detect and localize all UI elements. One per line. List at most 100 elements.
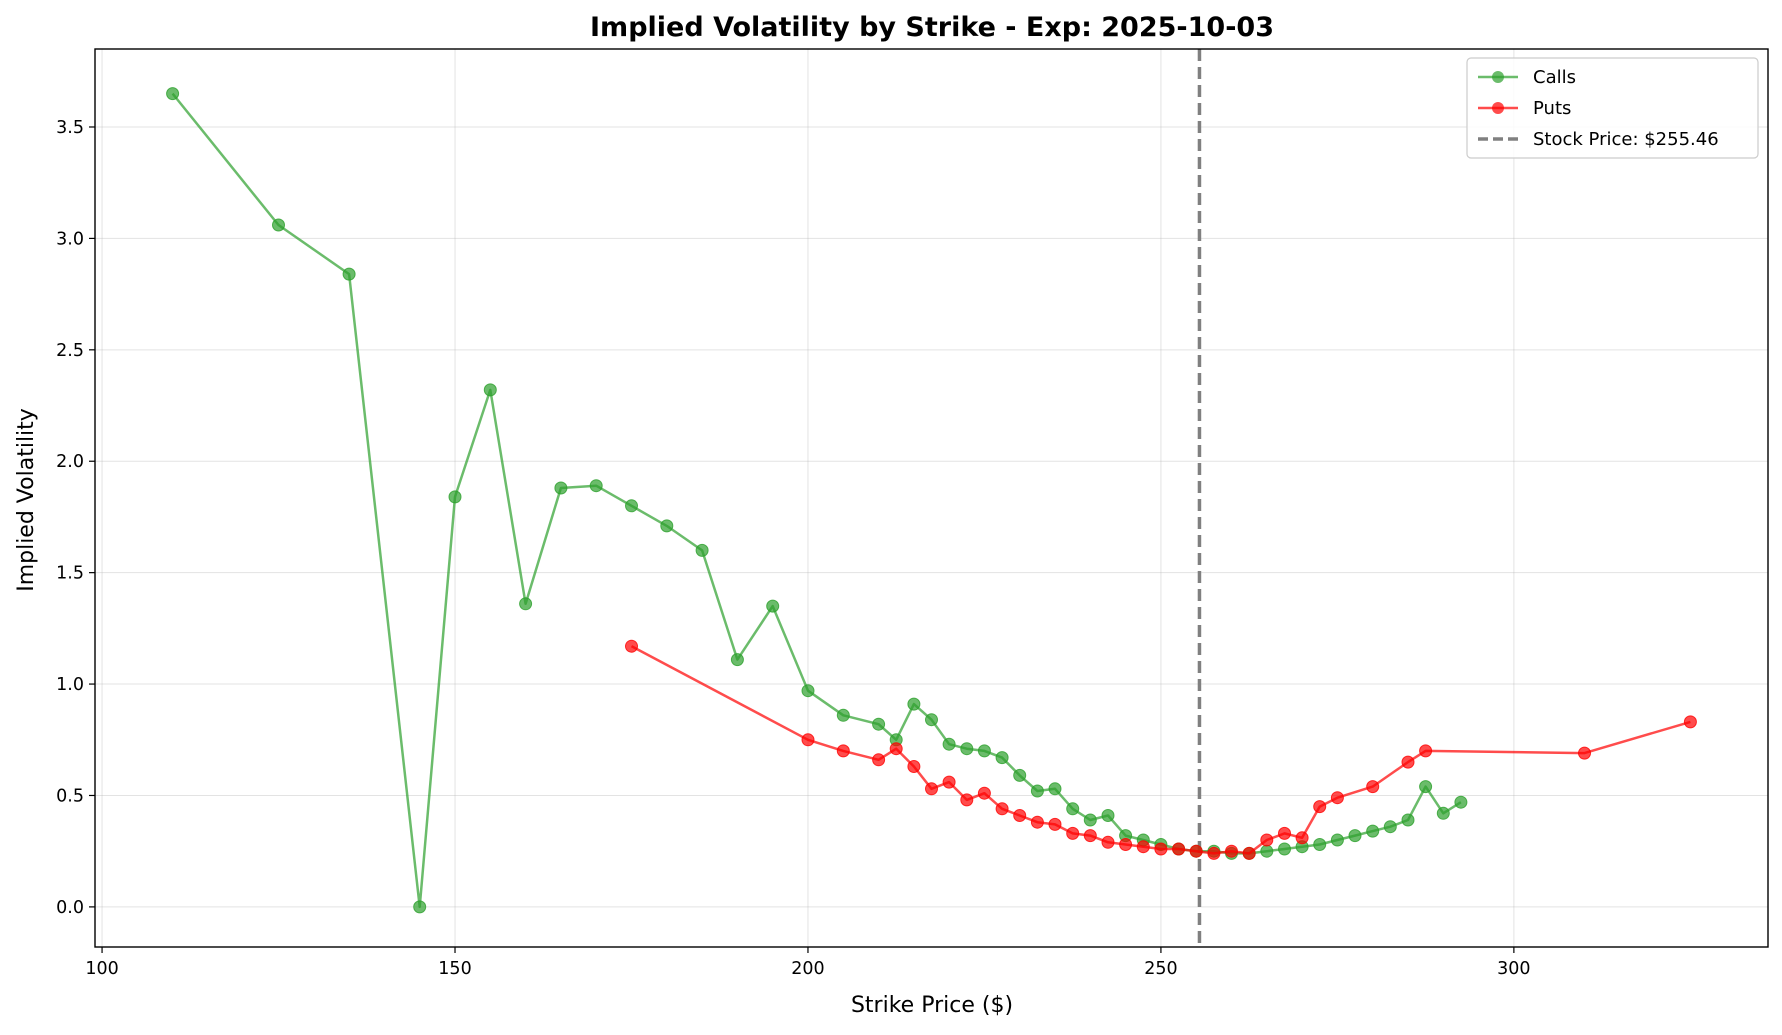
calls-point [1313, 838, 1327, 851]
legend-puts-label: Puts [1533, 98, 1571, 119]
calls-point [695, 543, 709, 557]
calls-point [730, 653, 744, 667]
puts-point [1013, 809, 1027, 822]
puts-point [1119, 838, 1133, 851]
calls-point [907, 697, 921, 711]
puts-point [801, 733, 815, 747]
calls-point [766, 599, 780, 613]
y-tick-label: 0.0 [56, 898, 84, 918]
series-layer [166, 87, 1697, 914]
x-tick-label: 150 [438, 959, 471, 979]
puts-point [1189, 844, 1203, 858]
puts-point [1172, 842, 1186, 856]
puts-point [1136, 840, 1150, 854]
legend-puts-marker [1492, 102, 1504, 114]
x-tick-label: 200 [791, 959, 824, 979]
calls-point [448, 490, 462, 504]
puts-point [907, 760, 921, 773]
legend-calls-marker [1492, 71, 1504, 83]
puts-point [1419, 744, 1433, 758]
calls-point [1260, 844, 1274, 858]
calls-point [977, 744, 991, 758]
y-tick-label: 0.5 [56, 786, 84, 806]
puts-point [942, 775, 956, 789]
puts-point [977, 786, 991, 800]
legend-calls-label: Calls [1533, 67, 1576, 88]
chart-title: Implied Volatility by Strike - Exp: 2025… [590, 12, 1274, 43]
calls-point [1366, 824, 1380, 838]
puts-point [995, 802, 1009, 816]
legend-stock-price-label: Stock Price: $255.46 [1533, 129, 1719, 150]
calls-point [1419, 780, 1433, 794]
puts-point [1260, 833, 1274, 847]
legend-box [1466, 57, 1759, 159]
y-tick-label: 1.5 [56, 564, 84, 584]
calls-point [483, 383, 497, 397]
calls-point [1048, 782, 1062, 796]
grid-layer [95, 49, 1768, 947]
puts-point [1313, 800, 1327, 814]
y-axis-label: Implied Volatility [14, 408, 39, 592]
puts-point [1066, 826, 1080, 840]
tick-layer: 100 150 200 250 300 0.0 0.5 1.0 1.5 2.0 2.5 3.0 3.5 [56, 118, 1530, 979]
puts-point [1225, 844, 1238, 858]
puts-point [925, 782, 938, 796]
puts-point [1401, 755, 1415, 769]
puts-point [1578, 746, 1591, 760]
puts-point [1048, 817, 1062, 831]
calls-point [660, 519, 674, 533]
calls-point [836, 708, 850, 722]
x-axis-label: Strike Price ($) [851, 993, 1013, 1018]
puts-point [836, 744, 850, 758]
calls-point [519, 597, 533, 611]
calls-point [995, 751, 1009, 765]
x-tick-label: 300 [1497, 959, 1530, 979]
puts-point [1154, 842, 1168, 856]
puts-point [625, 639, 638, 653]
calls-point [1278, 842, 1291, 856]
calls-point [272, 218, 285, 232]
y-tick-label: 3.5 [56, 118, 84, 138]
calls-point [1066, 802, 1080, 816]
calls-point [342, 267, 356, 281]
puts-point [1207, 846, 1221, 860]
puts-point [889, 742, 903, 756]
y-tick-label: 2.0 [56, 452, 84, 472]
y-tick-label: 3.0 [56, 229, 84, 249]
puts-point [1083, 829, 1097, 843]
legend: Calls Puts Stock Price: $255.46 [1466, 57, 1759, 159]
calls-point [1330, 833, 1344, 847]
calls-point [872, 717, 886, 731]
puts-point [872, 753, 886, 767]
calls-point [1401, 813, 1415, 827]
calls-point [1436, 806, 1450, 820]
calls-point [625, 499, 638, 513]
plot-frame [94, 48, 1769, 948]
calls-point [925, 713, 938, 727]
calls-point [1083, 813, 1097, 827]
puts-point [1683, 715, 1697, 729]
x-tick-label: 250 [1144, 959, 1177, 979]
calls-point [960, 742, 974, 756]
calls-point [589, 479, 603, 493]
calls-point [1101, 809, 1115, 822]
calls-point [1013, 768, 1027, 782]
puts-point [1101, 835, 1115, 849]
puts-point [1278, 826, 1291, 840]
puts-point [1242, 846, 1256, 860]
calls-point [554, 481, 568, 495]
calls-point [1383, 820, 1397, 834]
calls-point [413, 900, 427, 914]
calls-point [1348, 829, 1362, 843]
calls-point [1454, 795, 1468, 809]
calls-point [166, 87, 180, 101]
x-tick-label: 100 [85, 959, 118, 979]
calls-point [942, 737, 956, 751]
y-tick-label: 2.5 [56, 341, 84, 361]
puts-point [1330, 791, 1344, 805]
puts-series [625, 639, 1697, 860]
puts-point [1295, 831, 1309, 845]
puts-point [1030, 815, 1044, 829]
